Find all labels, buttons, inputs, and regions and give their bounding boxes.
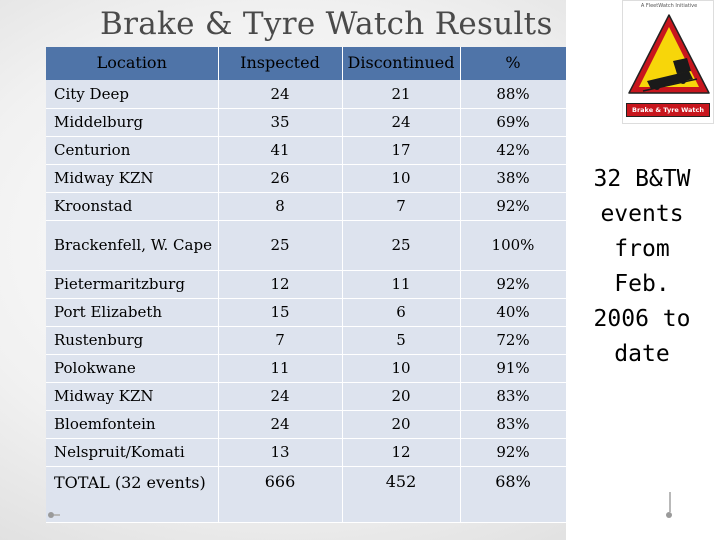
slide-title: Brake & Tyre Watch Results: [100, 6, 553, 42]
cell-percent: 83%: [460, 382, 567, 411]
brake-tyre-watch-logo: A FleetWatch Initiative Brake & Tyre Wat…: [622, 0, 714, 124]
cell-inspected: 11: [218, 354, 343, 383]
cell-location: Polokwane: [46, 354, 219, 383]
table-row: Midway KZN 24 20 83%: [46, 382, 567, 411]
cell-location: Port Elizabeth: [46, 298, 219, 327]
cell-inspected: 13: [218, 438, 343, 467]
table-row: Pietermaritzburg 12 11 92%: [46, 270, 567, 299]
cell-location: City Deep: [46, 80, 219, 109]
table-row: Rustenburg 7 5 72%: [46, 326, 567, 355]
cell-discontinued: 25: [342, 220, 461, 271]
cell-inspected: 26: [218, 164, 343, 193]
cell-inspected: 7: [218, 326, 343, 355]
cell-percent: 69%: [460, 108, 567, 137]
cell-location: TOTAL (32 events): [46, 466, 219, 523]
cell-location: Bloemfontein: [46, 410, 219, 439]
cell-location: Brackenfell, W. Cape: [46, 220, 219, 271]
warning-triangle-icon: [628, 14, 710, 94]
cell-discontinued: 11: [342, 270, 461, 299]
logo-tagline: A FleetWatch Initiative: [640, 3, 698, 9]
cell-percent: 92%: [460, 270, 567, 299]
events-summary-note: 32 B&TW events from Feb. 2006 to date: [593, 166, 691, 367]
cell-inspected: 25: [218, 220, 343, 271]
cell-discontinued: 24: [342, 108, 461, 137]
decorative-dot-left: [48, 512, 54, 518]
cell-percent: 92%: [460, 192, 567, 221]
cell-inspected: 15: [218, 298, 343, 327]
table-row: Midway KZN 26 10 38%: [46, 164, 567, 193]
cell-discontinued: 17: [342, 136, 461, 165]
cell-discontinued: 5: [342, 326, 461, 355]
decorative-line-left: [54, 514, 60, 516]
header-percent: %: [460, 47, 567, 80]
cell-location: Pietermaritzburg: [46, 270, 219, 299]
header-discontinued: Discontinued: [342, 47, 461, 80]
cell-location: Middelburg: [46, 108, 219, 137]
results-table: Location Inspected Discontinued % City D…: [46, 47, 567, 523]
cell-inspected: 41: [218, 136, 343, 165]
cell-percent: 92%: [460, 438, 567, 467]
header-inspected: Inspected: [218, 47, 343, 80]
decorative-dot-right: [666, 512, 672, 518]
table-header-row: Location Inspected Discontinued %: [46, 47, 567, 80]
header-location: Location: [46, 47, 219, 80]
cell-inspected: 12: [218, 270, 343, 299]
table-row: Bloemfontein 24 20 83%: [46, 410, 567, 439]
cell-discontinued: 6: [342, 298, 461, 327]
cell-discontinued: 20: [342, 382, 461, 411]
table-row: Nelspruit/Komati 13 12 92%: [46, 438, 567, 467]
cell-location: Midway KZN: [46, 382, 219, 411]
cell-inspected: 8: [218, 192, 343, 221]
cell-percent: 83%: [460, 410, 567, 439]
logo-banner: Brake & Tyre Watch: [626, 103, 710, 117]
table-row: Kroonstad 8 7 92%: [46, 192, 567, 221]
cell-discontinued: 10: [342, 354, 461, 383]
cell-location: Kroonstad: [46, 192, 219, 221]
cell-inspected: 24: [218, 410, 343, 439]
cell-inspected: 24: [218, 382, 343, 411]
cell-percent: 72%: [460, 326, 567, 355]
decorative-line-right: [669, 492, 671, 512]
cell-percent: 100%: [460, 220, 567, 271]
cell-discontinued: 12: [342, 438, 461, 467]
table-row: Middelburg 35 24 69%: [46, 108, 567, 137]
cell-discontinued: 452: [342, 466, 461, 523]
cell-discontinued: 21: [342, 80, 461, 109]
cell-percent: 88%: [460, 80, 567, 109]
cell-percent: 40%: [460, 298, 567, 327]
table-total-row: TOTAL (32 events) 666 452 68%: [46, 466, 567, 523]
cell-discontinued: 20: [342, 410, 461, 439]
cell-location: Midway KZN: [46, 164, 219, 193]
table-row: Centurion 41 17 42%: [46, 136, 567, 165]
table-row: Polokwane 11 10 91%: [46, 354, 567, 383]
cell-discontinued: 7: [342, 192, 461, 221]
table-row: City Deep 24 21 88%: [46, 80, 567, 109]
cell-discontinued: 10: [342, 164, 461, 193]
cell-location: Centurion: [46, 136, 219, 165]
cell-location: Nelspruit/Komati: [46, 438, 219, 467]
truck-icon: [642, 58, 698, 92]
cell-percent: 42%: [460, 136, 567, 165]
cell-inspected: 35: [218, 108, 343, 137]
cell-inspected: 666: [218, 466, 343, 523]
table-row: Brackenfell, W. Cape 25 25 100%: [46, 220, 567, 271]
cell-location: Rustenburg: [46, 326, 219, 355]
cell-inspected: 24: [218, 80, 343, 109]
table-row: Port Elizabeth 15 6 40%: [46, 298, 567, 327]
cell-percent: 91%: [460, 354, 567, 383]
cell-percent: 68%: [460, 466, 567, 523]
cell-percent: 38%: [460, 164, 567, 193]
